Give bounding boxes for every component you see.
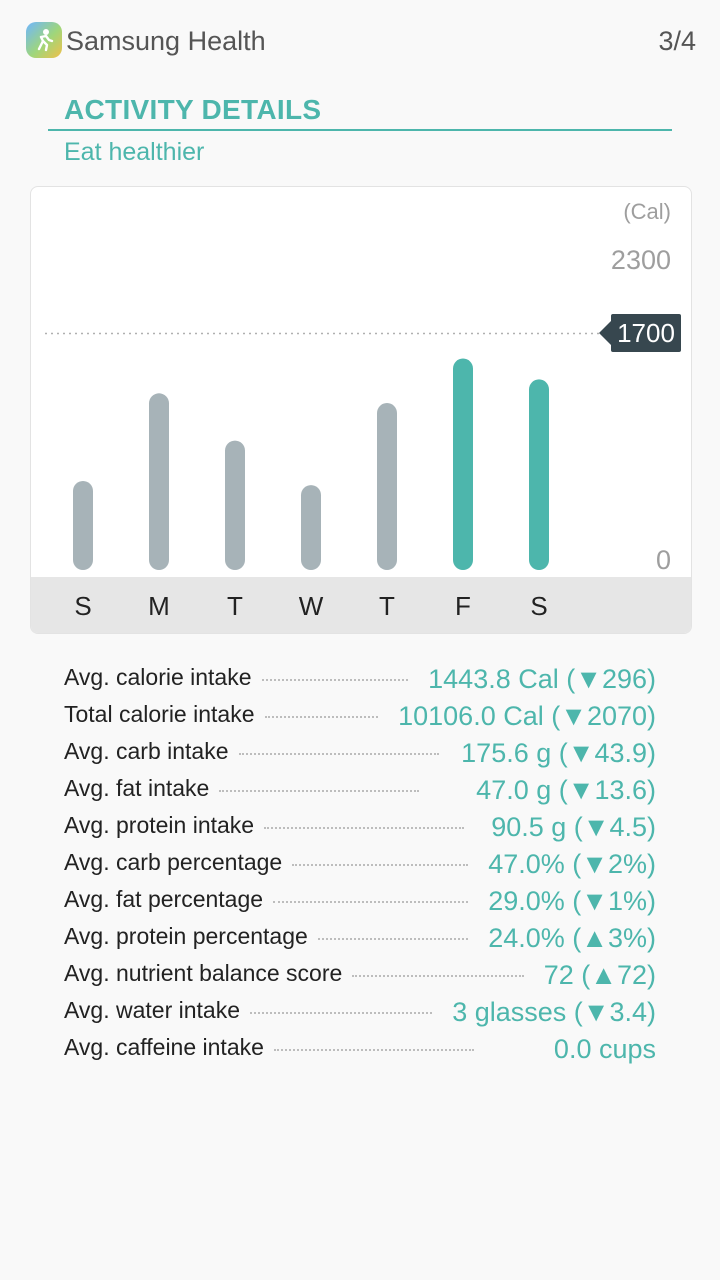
- app-name: Samsung Health: [66, 26, 266, 56]
- stat-leader-dots: [250, 1012, 433, 1014]
- calorie-chart: (Cal) 2300 0 1700 S M T W T F S: [30, 186, 692, 634]
- stat-label: Avg. fat intake: [64, 775, 210, 802]
- stat-label: Total calorie intake: [64, 701, 255, 728]
- stat-row: Avg. carb intake 175.6 g (▼43.9): [64, 736, 656, 773]
- bar-6[interactable]: [529, 379, 549, 570]
- stat-row: Total calorie intake 10106.0 Cal (▼2070): [64, 699, 656, 736]
- stat-row: Avg. protein percentage 24.0% (▲3%): [64, 921, 656, 958]
- stat-label: Avg. calorie intake: [64, 664, 252, 691]
- app-header: Samsung Health 3/4: [0, 0, 720, 82]
- y-axis-max-label: 2300: [610, 245, 671, 275]
- nutrition-stats-list: Avg. calorie intake 1443.8 Cal (▼296) Tota…: [64, 662, 656, 1069]
- stat-label: Avg. carb intake: [64, 738, 229, 765]
- bar-1[interactable]: [149, 393, 169, 570]
- stat-value: 24.0% (▲3%): [488, 923, 656, 953]
- stat-leader-dots: [292, 864, 469, 866]
- title-divider: [48, 129, 672, 131]
- stat-row: Avg. fat percentage 29.0% (▼1%): [64, 884, 656, 921]
- y-axis-min-label: 0: [655, 545, 671, 575]
- stat-leader-dots: [238, 753, 439, 755]
- stat-value: 72 (▲72): [543, 960, 656, 990]
- chart-canvas: [45, 332, 606, 570]
- day-label-0: S: [74, 591, 92, 621]
- day-label-2: T: [227, 591, 243, 621]
- bar-5[interactable]: [453, 358, 473, 570]
- stat-value: 47.0 g (▼13.6): [476, 775, 656, 805]
- stat-label: Avg. protein percentage: [64, 923, 308, 950]
- stat-value: 0.0 cups: [553, 1034, 656, 1064]
- bar-2[interactable]: [225, 440, 245, 570]
- bar-3[interactable]: [301, 485, 321, 570]
- stat-label: Avg. carb percentage: [64, 849, 283, 876]
- stat-leader-dots: [264, 716, 379, 718]
- stat-leader-dots: [273, 1049, 474, 1051]
- day-label-1: M: [148, 591, 170, 621]
- stat-row: Avg. caffeine intake 0.0 cups: [64, 1032, 656, 1069]
- stat-value: 1443.8 Cal (▼296): [428, 664, 656, 694]
- stat-leader-dots: [261, 679, 409, 681]
- stat-row: Avg. calorie intake 1443.8 Cal (▼296): [64, 662, 656, 699]
- stat-row: Avg. nutrient balance score 72 (▲72): [64, 958, 656, 995]
- stat-value: 175.6 g (▼43.9): [461, 738, 656, 768]
- day-label-6: S: [530, 591, 548, 621]
- section-title: ACTIVITY DETAILS: [64, 94, 322, 125]
- stat-label: Avg. fat percentage: [64, 886, 264, 913]
- stat-leader-dots: [273, 901, 469, 903]
- stat-label: Avg. water intake: [64, 997, 241, 1024]
- day-label-4: T: [379, 591, 395, 621]
- stat-label: Avg. protein intake: [64, 812, 255, 839]
- bar-0[interactable]: [73, 480, 93, 570]
- stat-value: 29.0% (▼1%): [488, 886, 656, 916]
- stat-row: Avg. water intake 3 glasses (▼3.4): [64, 995, 656, 1032]
- stat-leader-dots: [219, 790, 420, 792]
- stat-value: 3 glasses (▼3.4): [452, 997, 656, 1027]
- stat-label: Avg. nutrient balance score: [64, 960, 343, 987]
- stat-label: Avg. caffeine intake: [64, 1034, 264, 1061]
- stat-value: 90.5 g (▼4.5): [491, 812, 656, 842]
- stat-value: 47.0% (▼2%): [488, 849, 656, 879]
- stat-value: 10106.0 Cal (▼2070): [398, 701, 656, 731]
- stat-leader-dots: [352, 975, 524, 977]
- stat-row: Avg. fat intake 47.0 g (▼13.6): [64, 773, 656, 810]
- goal-value-label: 1700: [599, 314, 681, 353]
- bar-4[interactable]: [377, 403, 397, 570]
- page-indicator: 3/4: [658, 26, 696, 56]
- section-subtitle: Eat healthier: [64, 138, 205, 166]
- stat-row: Avg. protein intake 90.5 g (▼4.5): [64, 810, 656, 847]
- stat-leader-dots: [317, 938, 469, 940]
- day-label-3: W: [298, 591, 324, 621]
- stat-row: Avg. carb percentage 47.0% (▼2%): [64, 847, 656, 884]
- samsung-health-icon: [26, 22, 62, 58]
- day-label-5: F: [455, 591, 471, 621]
- stat-leader-dots: [264, 827, 465, 829]
- chart-unit-label: (Cal): [623, 199, 671, 224]
